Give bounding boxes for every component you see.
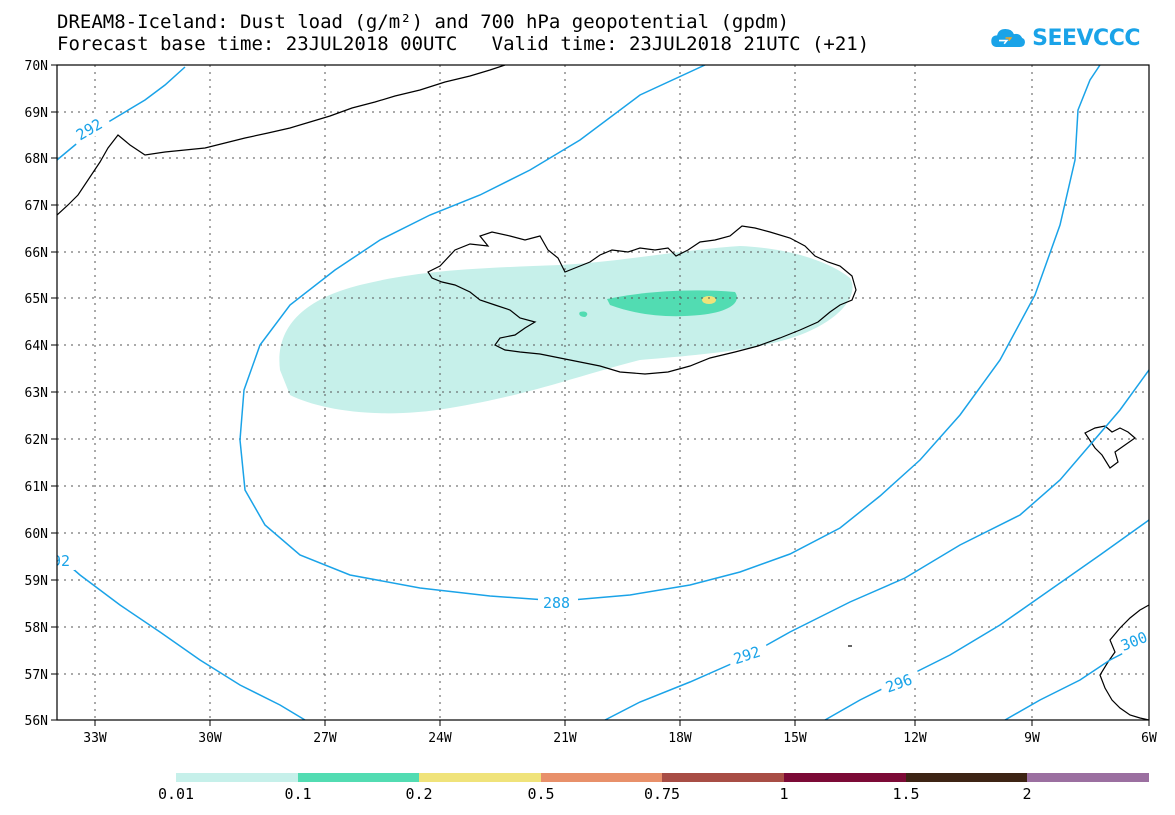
- lon-label: 24W: [428, 731, 452, 746]
- colorbar-segment: [784, 773, 906, 782]
- contour-label: 292: [731, 643, 762, 668]
- lat-label: 61N: [25, 480, 48, 495]
- colorbar-label: 1.5: [892, 785, 919, 803]
- colorbar-segment: [298, 773, 419, 782]
- latitude-labels: 70N 69N 68N 67N 66N 65N 64N 63N 62N 61N …: [25, 59, 48, 729]
- lat-label: 65N: [25, 292, 48, 307]
- colorbar-segment: [662, 773, 784, 782]
- colorbar-segment: [176, 773, 298, 782]
- colorbar-segment: [1027, 773, 1149, 782]
- contour-292-south: [57, 554, 306, 720]
- contour-label: 288: [543, 594, 570, 612]
- contour-label-backgrounds: [57, 109, 1149, 699]
- lon-label: 9W: [1024, 731, 1040, 746]
- colorbar-label: 0.2: [405, 785, 432, 803]
- seevccc-logo: SEEVCCC: [990, 16, 1140, 60]
- lon-label: 6W: [1141, 731, 1157, 746]
- contour-label: 296: [883, 670, 915, 696]
- colorbar-segment: [419, 773, 541, 782]
- coastlines: [57, 65, 1149, 720]
- contour-296: [824, 519, 1149, 720]
- greenland-coast: [57, 65, 506, 216]
- map-title: DREAM8-Iceland: Dust load (g/m²) and 700…: [57, 11, 790, 33]
- lat-label: 57N: [25, 668, 48, 683]
- lat-label: 59N: [25, 574, 48, 589]
- contour-label: 92: [52, 552, 70, 570]
- contour-288: [239, 65, 1101, 602]
- axis-ticks: [51, 64, 1150, 726]
- lon-label: 12W: [903, 731, 927, 746]
- lat-label: 66N: [25, 246, 48, 261]
- lon-label: 30W: [198, 731, 222, 746]
- lon-label: 27W: [313, 731, 337, 746]
- lon-label: 15W: [783, 731, 807, 746]
- colorbar-label: 0.75: [644, 785, 680, 803]
- lat-label: 68N: [25, 152, 48, 167]
- colorbar-label: 1: [779, 785, 788, 803]
- contour-292-east: [604, 369, 1149, 720]
- dust-load-shading: [279, 246, 853, 414]
- colorbar: 0.01 0.1 0.2 0.5 0.75 1 1.5 2: [158, 773, 1149, 803]
- lon-label: 33W: [83, 731, 107, 746]
- lon-label: 21W: [553, 731, 577, 746]
- dust-level-0.01: [279, 246, 853, 414]
- logo-text: SEEVCCC: [1032, 25, 1140, 51]
- dust-level-0.1-small: [579, 311, 588, 317]
- lat-label: 70N: [25, 59, 48, 74]
- colorbar-segment: [906, 773, 1027, 782]
- longitude-labels: 33W 30W 27W 24W 21W 18W 15W 12W 9W 6W: [83, 731, 1157, 746]
- lat-label: 63N: [25, 386, 48, 401]
- colorbar-segment: [541, 773, 662, 782]
- lat-label: 58N: [25, 621, 48, 636]
- colorbar-label: 0.5: [527, 785, 554, 803]
- map-subtitle: Forecast base time: 23JUL2018 00UTC Vali…: [57, 33, 870, 55]
- colorbar-label: 2: [1022, 785, 1031, 803]
- colorbar-label: 0.01: [158, 785, 194, 803]
- lat-label: 64N: [25, 339, 48, 354]
- contour-labels: 292 92 288 292 296 300: [52, 115, 1149, 697]
- iceland-coastline: [427, 225, 857, 375]
- lon-label: 18W: [668, 731, 692, 746]
- dust-level-0.2: [702, 296, 716, 304]
- scotland-coast: [1099, 604, 1149, 720]
- lat-label: 69N: [25, 106, 48, 121]
- lat-label: 62N: [25, 433, 48, 448]
- dust-level-0.1: [607, 290, 737, 317]
- lat-label: 67N: [25, 199, 48, 214]
- lat-label: 60N: [25, 527, 48, 542]
- lat-label: 56N: [25, 714, 48, 729]
- graticule: [57, 65, 1149, 720]
- faroe-islands: [1084, 425, 1136, 469]
- contour-292-north: [57, 66, 186, 161]
- colorbar-label: 0.1: [284, 785, 311, 803]
- cloud-icon: [991, 28, 1025, 48]
